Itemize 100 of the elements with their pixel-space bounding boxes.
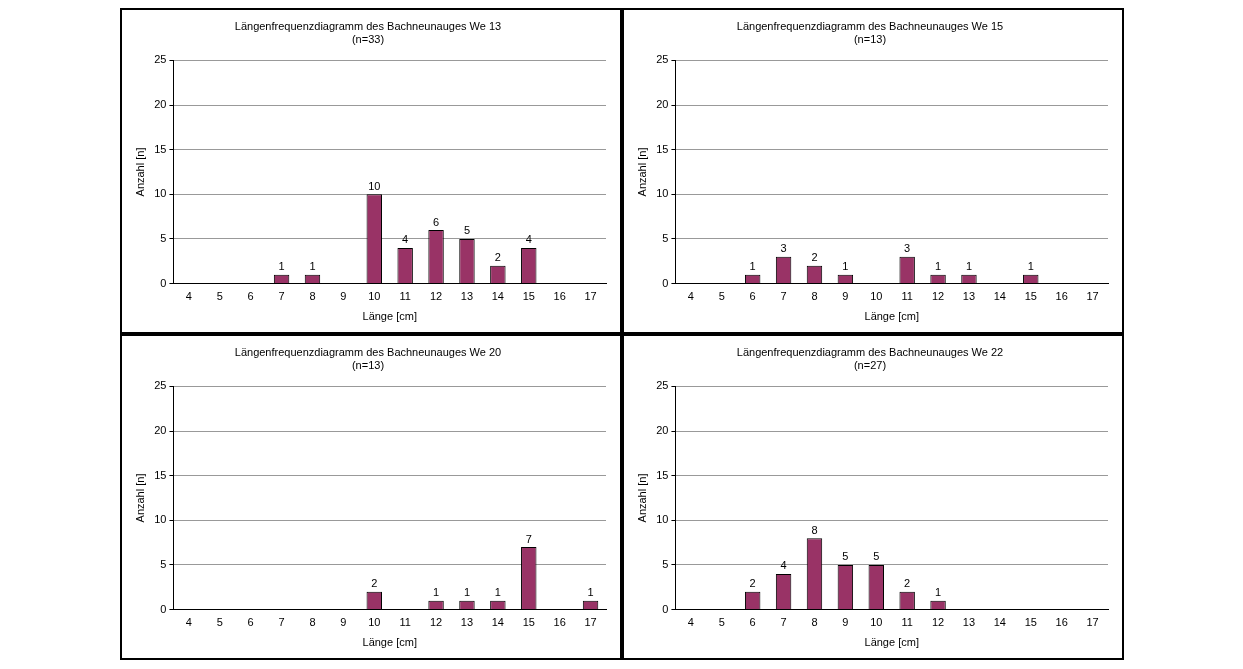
y-tick-label: 15	[656, 142, 669, 155]
data-label: 1	[842, 260, 849, 273]
data-label: 1	[935, 260, 942, 273]
data-label: 3	[780, 242, 787, 255]
data-label: 1	[1027, 260, 1034, 273]
chart-title: Längenfrequenzdiagramm des Bachneunauges We 15	[736, 19, 1004, 32]
chart-title: Längenfrequenzdiagramm des Bachneunauges We 20	[234, 345, 502, 358]
data-label: 4	[780, 559, 787, 572]
x-tick-label: 9	[842, 616, 849, 629]
x-tick-label: 8	[811, 290, 818, 303]
data-label: 2	[904, 577, 911, 590]
x-tick-label: 10	[870, 290, 883, 303]
x-tick-label: 5	[216, 290, 223, 303]
y-tick-label: 15	[154, 142, 167, 155]
data-label: 8	[811, 523, 818, 536]
chart-subtitle: (n=27)	[853, 358, 887, 371]
y-axis-title: Anzahl [n]	[635, 473, 648, 523]
x-tick-label: 10	[368, 616, 381, 629]
x-tick-label: 10	[870, 616, 883, 629]
x-tick-label: 12	[931, 290, 945, 303]
x-tick-label: 16	[553, 290, 566, 303]
y-tick-label: 25	[656, 379, 669, 392]
y-tick-label: 0	[160, 602, 167, 615]
x-tick-label: 11	[399, 290, 411, 303]
x-tick-label: 14	[993, 290, 1006, 303]
data-label: 1	[494, 586, 501, 599]
y-axis-title: Anzahl [n]	[133, 147, 146, 197]
y-tick-label: 20	[154, 424, 167, 437]
x-tick-label: 15	[522, 616, 535, 629]
x-tick-label: 8	[309, 616, 316, 629]
x-tick-label: 7	[278, 290, 285, 303]
x-tick-label: 12	[429, 616, 443, 629]
x-tick-label: 17	[584, 616, 597, 629]
data-label: 1	[433, 586, 440, 599]
y-tick-label: 5	[662, 557, 669, 570]
chart-title: Längenfrequenzdiagramm des Bachneunauges We 22	[736, 345, 1004, 358]
data-label: 1	[278, 260, 285, 273]
x-tick-label: 7	[780, 290, 787, 303]
y-tick-label: 0	[160, 276, 167, 289]
y-tick-label: 20	[656, 424, 669, 437]
x-tick-label: 9	[340, 290, 347, 303]
x-tick-label: 13	[460, 290, 474, 303]
x-tick-label: 5	[718, 290, 725, 303]
chart-subtitle: (n=13)	[853, 32, 887, 45]
x-tick-label: 16	[553, 616, 566, 629]
x-tick-label: 7	[780, 616, 787, 629]
x-tick-label: 8	[309, 290, 316, 303]
data-label: 1	[309, 260, 316, 273]
x-tick-label: 6	[749, 290, 756, 303]
y-tick-label: 10	[154, 513, 167, 526]
x-tick-label: 11	[901, 616, 913, 629]
x-tick-label: 5	[718, 616, 725, 629]
data-label: 2	[494, 251, 501, 264]
y-tick-label: 10	[154, 187, 167, 200]
x-tick-label: 17	[584, 290, 597, 303]
y-tick-label: 10	[656, 187, 669, 200]
y-tick-label: 15	[656, 468, 669, 481]
y-tick-label: 25	[656, 53, 669, 66]
x-tick-label: 13	[962, 616, 976, 629]
data-label: 10	[368, 179, 381, 192]
data-label: 4	[402, 233, 409, 246]
x-tick-label: 11	[399, 616, 411, 629]
data-label: 1	[935, 586, 942, 599]
data-label: 5	[463, 224, 471, 237]
x-tick-label: 16	[1055, 616, 1068, 629]
x-tick-label: 17	[1086, 616, 1099, 629]
x-tick-label: 6	[247, 616, 254, 629]
x-axis-title: Länge [cm]	[864, 310, 919, 323]
x-tick-label: 6	[749, 616, 756, 629]
x-tick-label: 13	[962, 290, 976, 303]
data-label: 5	[842, 550, 849, 563]
x-tick-label: 8	[811, 616, 818, 629]
x-tick-label: 14	[491, 616, 504, 629]
y-tick-label: 25	[154, 53, 167, 66]
data-label: 5	[873, 550, 880, 563]
x-tick-label: 14	[491, 290, 504, 303]
x-tick-label: 7	[278, 616, 285, 629]
x-tick-label: 6	[247, 290, 254, 303]
data-label: 4	[525, 233, 532, 246]
x-tick-label: 10	[368, 290, 381, 303]
x-tick-label: 15	[1024, 616, 1037, 629]
x-tick-label: 4	[185, 290, 192, 303]
y-tick-label: 10	[656, 513, 669, 526]
x-tick-label: 17	[1086, 290, 1099, 303]
data-label: 3	[904, 242, 911, 255]
y-tick-label: 15	[154, 468, 167, 481]
x-tick-label: 15	[522, 290, 535, 303]
data-label: 1	[463, 586, 471, 599]
x-tick-label: 12	[429, 290, 443, 303]
data-label: 2	[749, 577, 756, 590]
y-tick-label: 5	[160, 557, 167, 570]
y-tick-label: 20	[154, 98, 167, 111]
chart-subtitle: (n=13)	[351, 358, 385, 371]
x-tick-label: 16	[1055, 290, 1068, 303]
x-tick-label: 9	[340, 616, 347, 629]
data-label: 6	[433, 215, 440, 228]
y-tick-label: 5	[662, 231, 669, 244]
chart-subtitle: (n=33)	[351, 32, 385, 45]
data-label: 1	[965, 260, 973, 273]
x-tick-label: 11	[901, 290, 913, 303]
